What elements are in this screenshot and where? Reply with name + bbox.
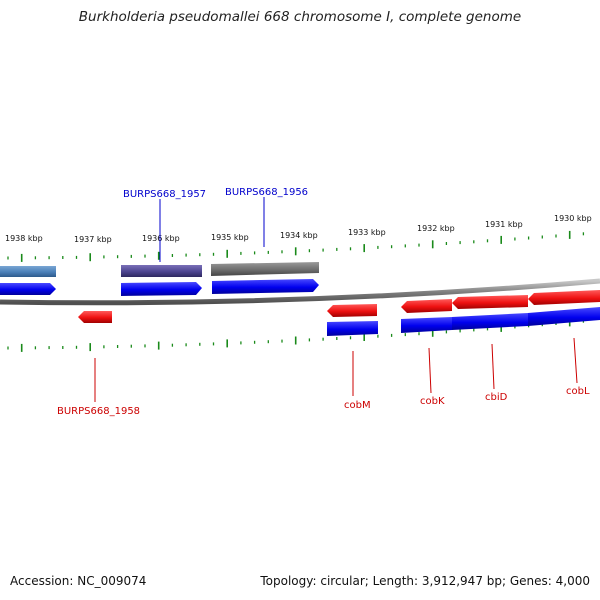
gene-block-blue[interactable] xyxy=(452,313,528,330)
gene-block-blue[interactable] xyxy=(401,317,452,333)
scale-label: 1934 kbp xyxy=(280,231,318,240)
gene-labels: BURPS668_1957 BURPS668_1956 BURPS668_195… xyxy=(57,187,590,417)
scale-label: 1932 kbp xyxy=(417,224,455,233)
accession-text: Accession: NC_009074 xyxy=(10,574,147,588)
gene-arrow-red[interactable] xyxy=(452,295,528,309)
scale-label: 1931 kbp xyxy=(485,220,523,229)
inner-blue-genes xyxy=(327,307,600,336)
gene-label-burps668-1956[interactable]: BURPS668_1956 xyxy=(225,187,308,198)
gene-label-cbid[interactable]: cbiD xyxy=(485,392,508,403)
gene-arrow-red[interactable] xyxy=(401,299,452,313)
map-title: Burkholderia pseudomallei 668 chromosome… xyxy=(78,9,522,25)
reverse-genes xyxy=(78,290,600,323)
gene-arrow-red[interactable] xyxy=(327,304,377,317)
gene-block-blue[interactable] xyxy=(327,321,378,336)
forward-genes xyxy=(0,279,319,296)
scale-ticks-outer xyxy=(7,230,585,262)
gene-label-burps668-1957[interactable]: BURPS668_1957 xyxy=(123,189,206,200)
label-leaders xyxy=(94,197,578,402)
scale-label: 1930 kbp xyxy=(554,214,592,223)
scale-label: 1935 kbp xyxy=(211,233,249,242)
gene-feature-steel[interactable] xyxy=(0,266,56,277)
gene-label-burps668-1958[interactable]: BURPS668_1958 xyxy=(57,406,140,417)
gene-arrow-blue[interactable] xyxy=(121,282,202,296)
scale-label: 1933 kbp xyxy=(348,228,386,237)
scale-label: 1936 kbp xyxy=(142,234,180,243)
gene-label-cobl[interactable]: cobL xyxy=(566,386,590,397)
chromosome-backbone xyxy=(0,278,600,306)
scale-labels: 1938 kbp 1937 kbp 1936 kbp 1935 kbp 1934… xyxy=(5,214,592,244)
gene-arrow-blue[interactable] xyxy=(0,283,56,295)
outer-features xyxy=(0,262,319,277)
gene-feature-purple[interactable] xyxy=(121,265,202,277)
genome-stats-text: Topology: circular; Length: 3,912,947 bp… xyxy=(260,574,590,588)
gene-arrow-red[interactable] xyxy=(528,290,600,305)
scale-label: 1937 kbp xyxy=(74,235,112,244)
scale-label: 1938 kbp xyxy=(5,234,43,243)
gene-arrow-red[interactable] xyxy=(78,311,112,323)
gene-block-blue[interactable] xyxy=(528,307,600,326)
gene-arrow-blue[interactable] xyxy=(212,279,319,294)
gene-label-cobk[interactable]: cobK xyxy=(420,396,445,407)
leader-line xyxy=(428,347,432,394)
gene-feature-gray[interactable] xyxy=(211,262,319,276)
gene-label-cobm[interactable]: cobM xyxy=(344,400,371,411)
leader-line xyxy=(491,343,495,390)
leader-line xyxy=(573,337,578,384)
